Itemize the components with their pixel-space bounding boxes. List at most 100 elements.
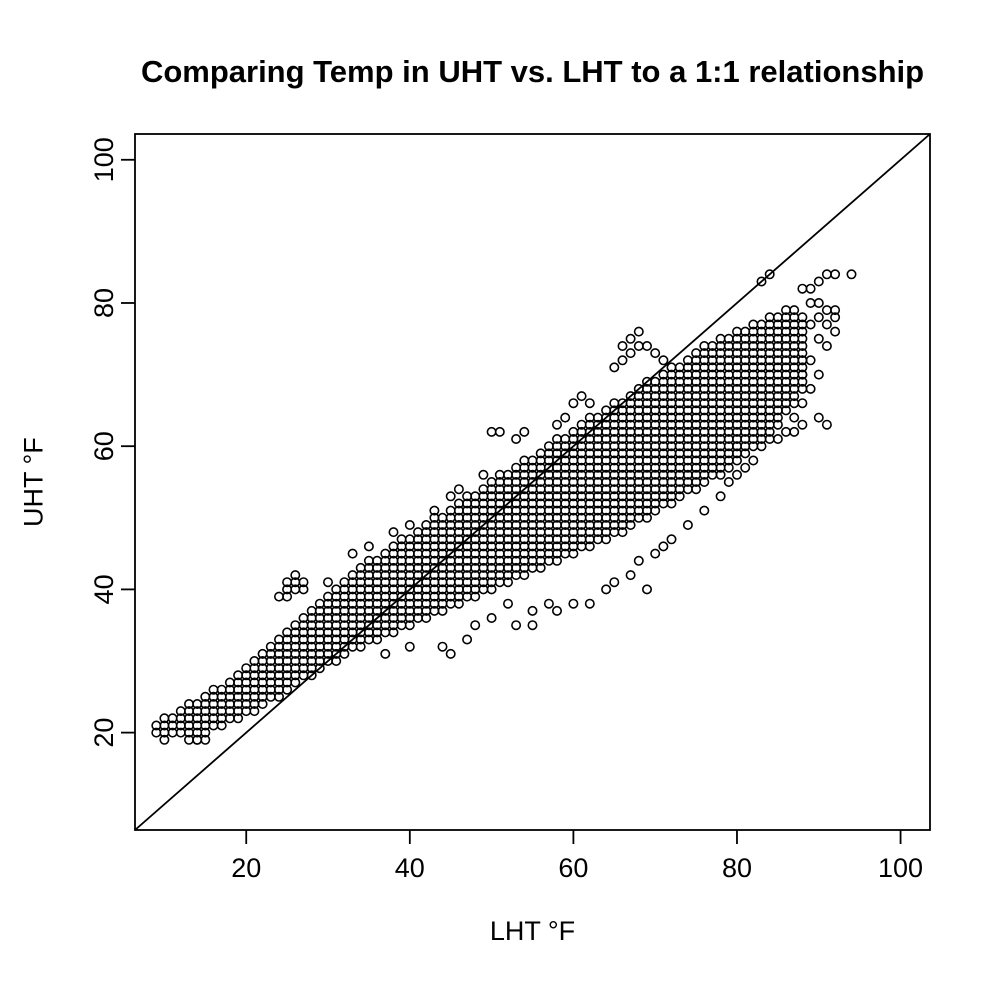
data-point [511, 620, 522, 631]
data-point [682, 519, 693, 530]
data-point [633, 555, 644, 566]
data-point [617, 340, 628, 351]
data-point [151, 727, 162, 738]
data-point [519, 570, 530, 581]
data-point [830, 312, 841, 323]
data-point [470, 591, 481, 602]
data-point [453, 598, 464, 609]
data-point [404, 641, 415, 652]
data-point [339, 648, 350, 659]
data-point [813, 297, 824, 308]
data-point [347, 548, 358, 559]
x-tick-label: 80 [722, 853, 752, 883]
data-point [551, 419, 562, 430]
data-point [216, 720, 227, 731]
data-point [789, 426, 800, 437]
data-point [543, 598, 554, 609]
data-point [535, 562, 546, 573]
data-point [421, 612, 432, 623]
data-point [805, 297, 816, 308]
data-point [789, 412, 800, 423]
data-point [789, 305, 800, 316]
data-point [691, 484, 702, 495]
data-point [830, 305, 841, 316]
data-point [437, 641, 448, 652]
data-point [830, 269, 841, 280]
data-point [290, 677, 301, 688]
data-point [560, 412, 571, 423]
data-point [445, 491, 456, 502]
data-point [772, 419, 783, 430]
data-point [641, 512, 652, 523]
data-point [658, 355, 669, 366]
data-point [805, 383, 816, 394]
data-point [486, 426, 497, 437]
data-point [363, 541, 374, 552]
data-point [372, 634, 383, 645]
y-tick-label: 100 [89, 137, 119, 182]
data-point [625, 519, 636, 530]
data-point [584, 398, 595, 409]
x-axis: 20 40 60 80 100 [231, 830, 923, 883]
data-point [601, 534, 612, 545]
data-point [748, 455, 759, 466]
data-point [625, 570, 636, 581]
data-point [527, 605, 538, 616]
data-point [797, 340, 808, 351]
x-tick-label: 40 [395, 853, 425, 883]
x-tick-label: 60 [558, 853, 588, 883]
data-point [756, 441, 767, 452]
data-point [821, 305, 832, 316]
data-point [797, 369, 808, 380]
data-point [568, 548, 579, 559]
data-point [813, 276, 824, 287]
data-point [633, 326, 644, 337]
data-point [666, 534, 677, 545]
data-point [797, 348, 808, 359]
data-point [715, 491, 726, 502]
data-point [306, 670, 317, 681]
data-point [478, 469, 489, 480]
data-point [282, 684, 293, 695]
data-point [584, 541, 595, 552]
data-point [780, 426, 791, 437]
identity-line [134, 133, 931, 831]
data-point [617, 355, 628, 366]
data-point [780, 405, 791, 416]
data-point [502, 577, 513, 588]
data-point [715, 469, 726, 480]
data-point [797, 419, 808, 430]
data-point [797, 362, 808, 373]
data-point [462, 634, 473, 645]
data-point [764, 269, 775, 280]
data-point [380, 648, 391, 659]
data-point [551, 555, 562, 566]
data-point [290, 570, 301, 581]
data-point [731, 455, 742, 466]
data-point [388, 527, 399, 538]
data-point [797, 398, 808, 409]
data-point [650, 505, 661, 516]
data-point [568, 398, 579, 409]
data-point [633, 340, 644, 351]
data-point [797, 312, 808, 323]
data-point [609, 577, 620, 588]
data-point [200, 734, 211, 745]
y-tick-label: 40 [89, 574, 119, 604]
data-point [650, 348, 661, 359]
data-point [617, 527, 628, 538]
data-point [257, 698, 268, 709]
data-point [641, 340, 652, 351]
data-point [846, 269, 857, 280]
data-point [723, 476, 734, 487]
data-point [658, 541, 669, 552]
scatter-points [151, 269, 857, 745]
plot-border [134, 133, 931, 831]
data-point [511, 433, 522, 444]
data-point [453, 484, 464, 495]
data-point [813, 312, 824, 323]
x-tick-label: 100 [878, 853, 923, 883]
data-point [666, 498, 677, 509]
data-point [756, 276, 767, 287]
